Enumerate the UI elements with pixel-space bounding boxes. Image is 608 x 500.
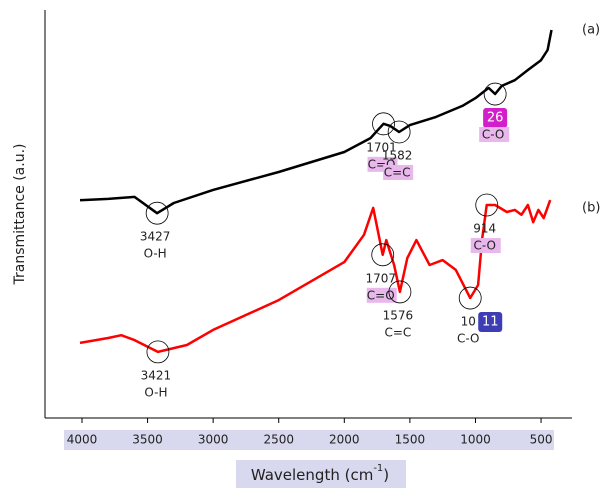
x-axis-label: Wavelength (cm-1) (251, 463, 389, 484)
peak-label: 10 (461, 315, 476, 329)
x-tick-label: 1500 (395, 433, 426, 447)
bond-label: O-H (144, 385, 167, 399)
x-tick-label: 1000 (460, 433, 491, 447)
peak-label: 3421 (141, 368, 172, 382)
x-tick-label: 3000 (198, 433, 229, 447)
peak-circle (458, 286, 482, 310)
peak-circle (372, 112, 395, 136)
y-axis-label: Transmittance (a.u.) (12, 144, 28, 286)
peak-label: 1576 (383, 308, 414, 322)
peak-circle (371, 243, 395, 267)
x-label-sup: -1 (373, 463, 383, 474)
peak-circle (483, 82, 507, 106)
x-tick-label: 500 (530, 433, 553, 447)
bond-label: C=O (367, 288, 395, 302)
tick-band (64, 430, 554, 450)
legend-label: (b) (582, 201, 600, 216)
peak-label: 1701 (366, 140, 397, 154)
x-tick-label: 2500 (263, 433, 294, 447)
x-tick-label: 4000 (67, 433, 98, 447)
peak-label: 1707 (365, 271, 396, 285)
bond-highlight (470, 238, 501, 254)
bond-label: C=C (385, 325, 412, 339)
peak-circle (146, 340, 170, 364)
peak-label: 3427 (140, 230, 171, 244)
x-label-end: ) (383, 466, 389, 484)
bond-label: O-H (144, 247, 167, 261)
series-line (80, 29, 553, 215)
peak-circle (475, 193, 499, 217)
peak-circle (388, 280, 412, 304)
bond-highlight (383, 164, 414, 180)
x-tick-label: 2000 (329, 433, 360, 447)
badge (478, 312, 503, 333)
label-band (236, 460, 406, 488)
x-label-main: Wavelength (cm (251, 466, 373, 484)
bond-label: C-O (457, 332, 480, 346)
bond-highlight (479, 127, 510, 143)
legend-label: (a) (582, 22, 600, 37)
x-tick-label: 3500 (132, 433, 163, 447)
series-line (79, 199, 552, 354)
bond-label: C-O (482, 128, 505, 142)
bond-label: C=C (384, 165, 411, 179)
peak-circle (145, 201, 169, 225)
badge (483, 108, 508, 129)
peak-label: 1582 (382, 148, 413, 162)
bond-label: C-O (473, 239, 496, 253)
peak-label: 914 (473, 222, 496, 236)
badge-label: 26 (487, 111, 504, 126)
peak-circle (387, 120, 411, 144)
badge-label: 11 (482, 315, 499, 330)
